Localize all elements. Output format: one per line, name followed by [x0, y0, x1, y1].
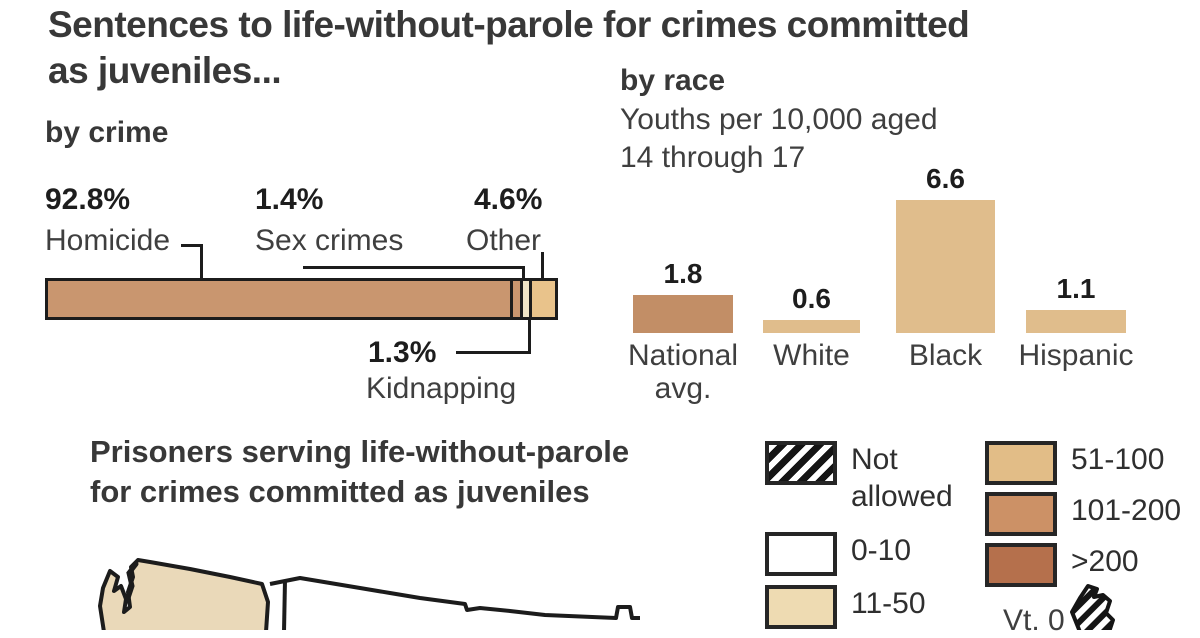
race-chart-subtitle-line2: 14 through 17 [620, 141, 806, 174]
crime-pct-other: 4.6% [474, 183, 543, 216]
crime-stacked-bar [45, 278, 558, 320]
race-cat-label-white: White [773, 339, 850, 372]
legend-item-gt-200: >200 [985, 543, 1139, 587]
crime-segment-homicide [48, 281, 510, 317]
kidnapping-callout-line-h [456, 351, 531, 354]
map-state-label-vt: Vt. 0 [1003, 604, 1065, 637]
legend-swatch-101-200 [985, 492, 1057, 536]
crime-pct-sexcrimes: 1.4% [255, 183, 324, 216]
crime-pct-kidnapping: 1.3% [368, 336, 437, 369]
race-value-white: 0.6 [792, 283, 831, 314]
crime-segment-kidnapping [519, 281, 530, 317]
page-title-line2: as juveniles... [48, 50, 282, 91]
race-value-black: 6.6 [926, 163, 965, 194]
race-bar-group-hispanic: 1.1 [1026, 163, 1126, 333]
legend-item-0-10: 0-10 [765, 532, 911, 576]
map-title-line2: for crimes committed as juveniles [90, 474, 590, 509]
legend-label-not-allowed: Not allowed [851, 443, 953, 513]
race-bar-group-national: 1.8 [633, 163, 733, 333]
legend-item-51-100: 51-100 [985, 441, 1164, 485]
race-chart-subtitle-line1: Youths per 10,000 aged [620, 103, 938, 136]
race-cat-label-black: Black [908, 339, 983, 372]
race-bar-national [633, 295, 733, 333]
legend-swatch-gt-200 [985, 543, 1057, 587]
race-cat-national-line1: National [627, 339, 739, 372]
map-canada-border-line [269, 576, 640, 620]
race-value-hispanic: 1.1 [1056, 273, 1096, 304]
race-cat-national-line2: avg. [654, 372, 712, 405]
legend-item-101-200: 101-200 [985, 492, 1181, 536]
legend-item-not-allowed: Not allowed [765, 441, 981, 515]
race-cat-label-national: National avg. [613, 339, 753, 405]
crime-label-homicide: Homicide [45, 224, 171, 257]
kidnapping-callout-line-v [528, 318, 531, 354]
map-state-vermont-hatched [1070, 584, 1115, 630]
race-bar-white [763, 320, 860, 333]
legend-swatch-0-10 [765, 532, 837, 576]
us-map-partial [98, 558, 1115, 630]
crime-chart-heading: by crime [45, 116, 169, 149]
map-state-washington [98, 558, 270, 630]
race-bar-group-black: 6.6 [896, 163, 995, 333]
race-bar-hispanic [1026, 310, 1126, 333]
page-title-line1: Sentences to life-without-parole for cri… [48, 4, 970, 45]
race-cat-label-hispanic: Hispanic [1018, 339, 1134, 372]
race-value-national: 1.8 [663, 258, 703, 289]
sexcrimes-callout-line-h [303, 266, 525, 269]
legend-label-51-100: 51-100 [1071, 443, 1165, 476]
legend-item-11-50: 11-50 [765, 585, 926, 629]
map-puget-sound-line [124, 561, 139, 604]
crime-label-other: Other [466, 224, 542, 257]
crime-segment-other [529, 281, 556, 317]
race-bar-black [896, 200, 995, 333]
homicide-callout-line-h [181, 244, 203, 247]
crime-segment-sexcrimes [509, 281, 520, 317]
not-allowed-hatch-swatch [765, 441, 837, 485]
legend-swatch-11-50 [765, 585, 837, 629]
legend-label-11-50: 11-50 [851, 587, 926, 620]
crime-label-kidnapping: Kidnapping [366, 372, 517, 405]
legend-swatch-51-100 [985, 441, 1057, 485]
crime-pct-homicide: 92.8% [45, 183, 131, 216]
map-idaho-border-line [282, 579, 287, 630]
legend-label-101-200: 101-200 [1071, 494, 1182, 527]
other-callout-line-v [541, 252, 544, 298]
crime-label-sexcrimes: Sex crimes [255, 224, 404, 257]
race-chart-heading: by race [620, 64, 726, 97]
race-bar-group-white: 0.6 [763, 163, 860, 333]
map-title-line1: Prisoners serving life-without-parole [90, 434, 630, 469]
homicide-callout-line-v [200, 244, 203, 299]
legend-label-gt-200: >200 [1071, 545, 1139, 578]
legend-label-0-10: 0-10 [851, 534, 912, 567]
